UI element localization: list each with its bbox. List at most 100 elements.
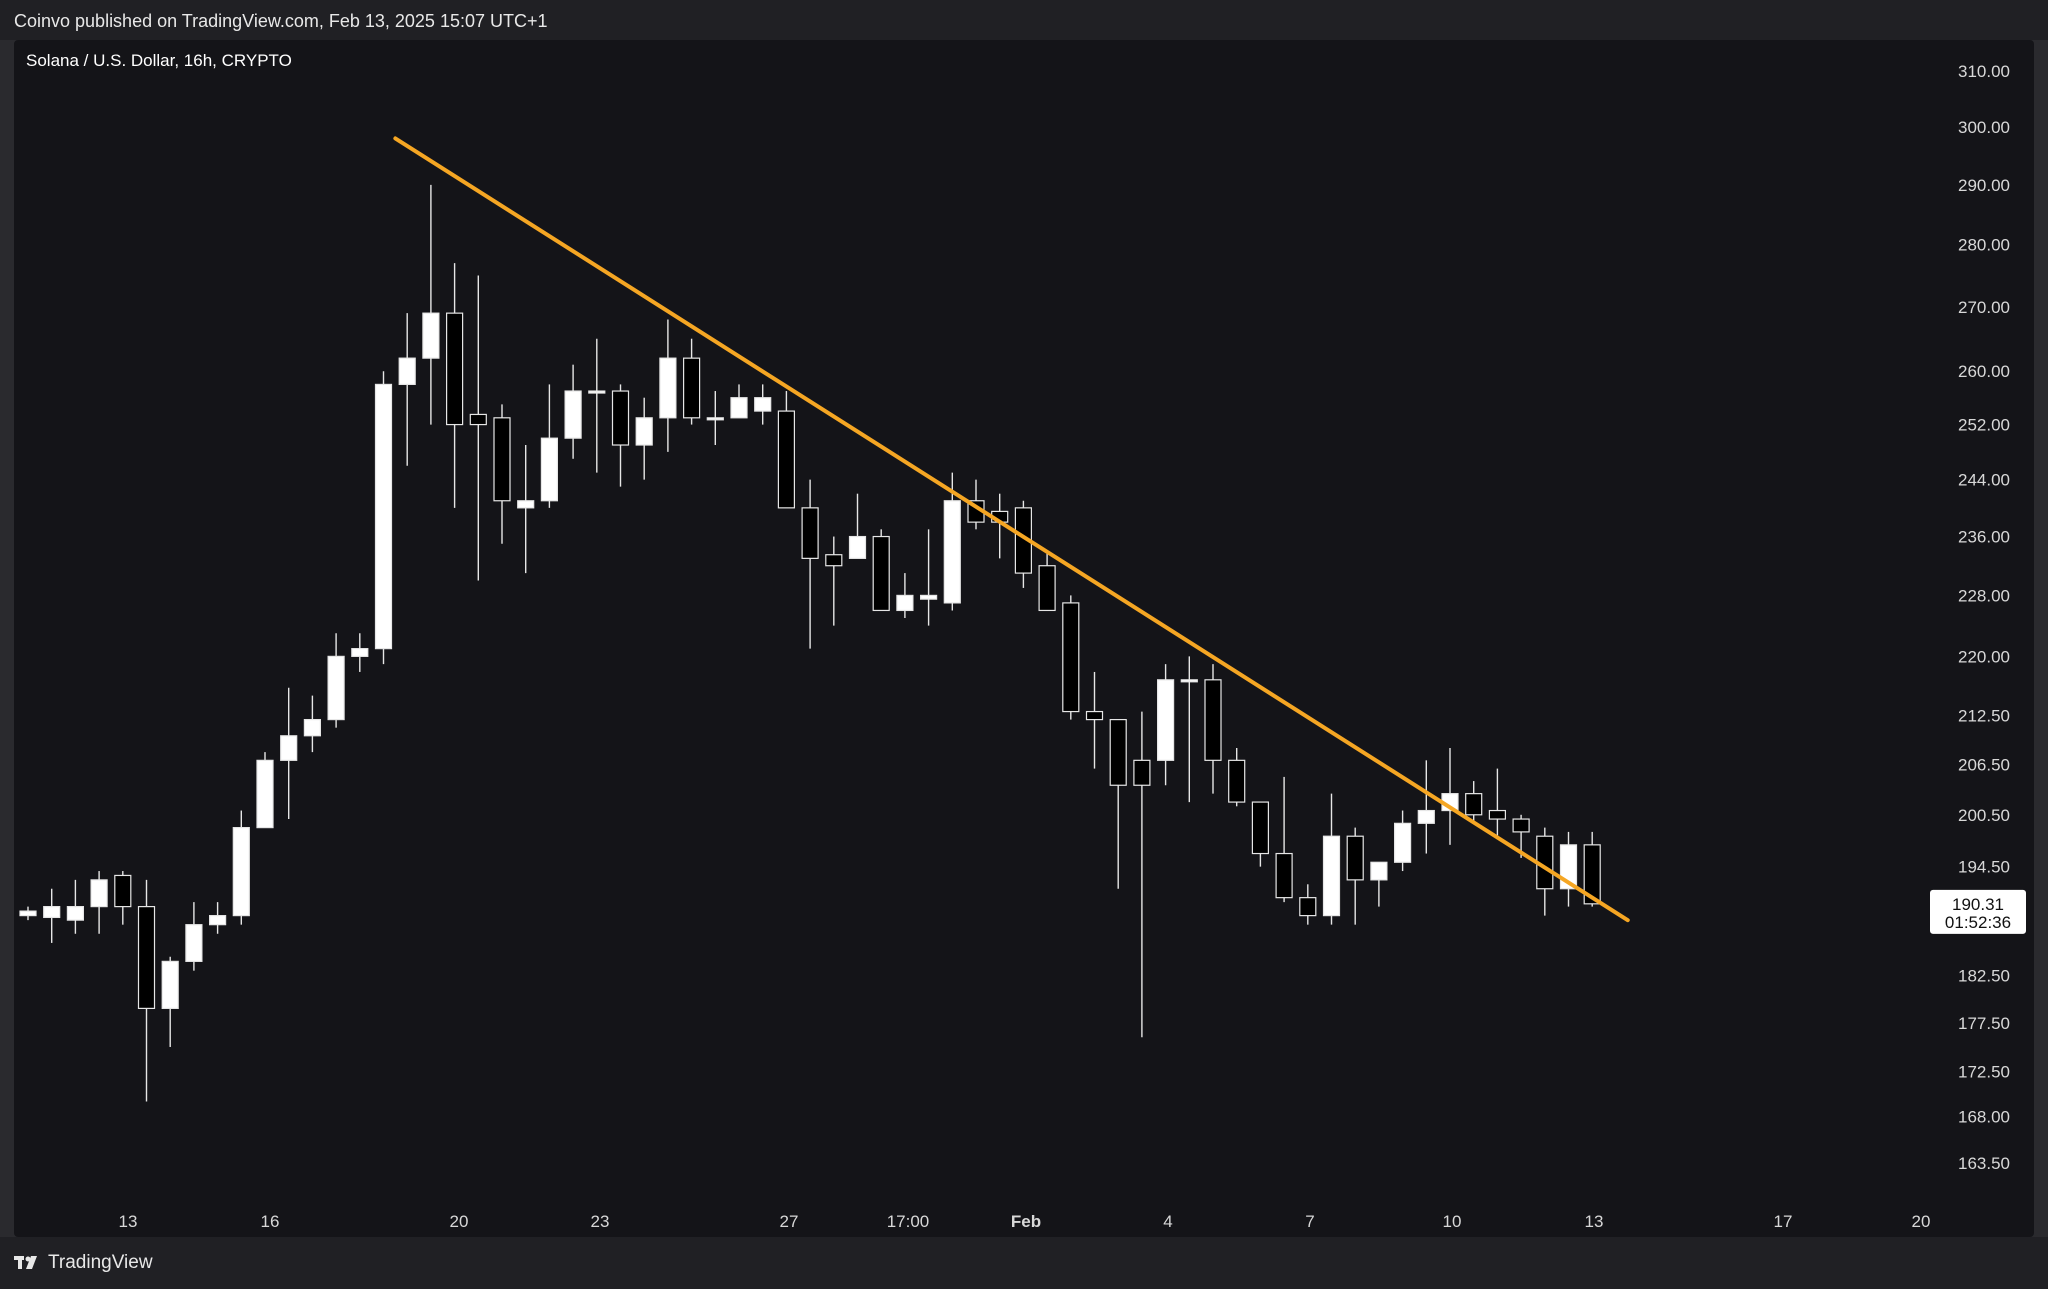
candle [90,871,108,934]
candle-body-up [43,906,61,919]
y-tick-label: 163.50 [1958,1154,2010,1173]
candle [1251,801,1270,867]
candle [374,371,393,665]
candle [114,871,132,925]
y-tick-label: 310.00 [1958,62,2010,81]
candle [1062,595,1080,720]
candle [943,472,961,611]
y-tick-label: 168.00 [1958,1108,2010,1127]
candle-body-up [848,535,867,559]
candle-body-up [280,735,298,761]
last-price-value: 190.31 [1952,895,2004,914]
candle-body-up [517,500,535,509]
candle [1441,748,1459,845]
publish-info: Coinvo published on TradingView.com, Feb… [14,11,548,31]
y-tick-label: 236.00 [1958,528,2010,547]
candle-body-up [90,879,108,908]
candle-body-up [896,594,914,612]
candle [185,902,203,971]
candle [1038,551,1056,612]
candle [588,338,606,473]
chart-area[interactable] [14,40,2034,1237]
candle-body-up [659,357,677,419]
candle [825,536,843,626]
candle [446,263,464,508]
candle-body-up [1180,679,1198,683]
x-tick-label: 20 [450,1212,469,1231]
candle-body-up [351,648,369,657]
candle-body-down [446,312,464,426]
candle-body-up [185,924,203,962]
candle-body-up [730,397,748,419]
candle-body-down [1346,835,1364,881]
y-tick-label: 212.50 [1958,707,2010,726]
y-tick-label: 200.50 [1958,806,2010,825]
price-countdown: 01:52:36 [1945,913,2011,932]
x-tick-label: 17 [1774,1212,1793,1231]
candle-body-down [825,554,843,567]
candle-body-down [1275,852,1293,899]
candle-body-up [422,312,440,359]
candle-body-up [303,718,321,737]
y-tick-label: 260.00 [1958,362,2010,381]
candle-body-down [1038,565,1056,612]
candle-body-down [1488,809,1507,820]
x-tick-label: 10 [1443,1212,1462,1231]
candle-body-up [1370,861,1388,881]
y-tick-label: 252.00 [1958,416,2010,435]
candle [19,906,37,921]
candle-body-down [1109,718,1127,786]
publish-header: Coinvo published on TradingView.com, Feb… [0,0,2048,40]
x-tick-label: 20 [1912,1212,1931,1231]
candle-body-down [801,507,819,559]
candle [611,384,630,487]
candle-body-down [1512,818,1530,833]
candle-body-up [327,655,345,721]
candle [303,695,321,753]
candle [540,384,559,508]
candle [517,445,535,574]
candle [919,529,938,626]
last-price-box [1930,889,2026,934]
candle-body-up [232,827,250,917]
candle-body-down [611,390,630,446]
x-tick-label: 23 [591,1212,610,1231]
y-tick-label: 228.00 [1958,586,2010,605]
candle-body-up [398,357,416,386]
candle-body-down [1299,897,1317,917]
candle [1346,827,1364,925]
tradingview-logo[interactable]: TradingView [14,1252,153,1274]
candle-body-up [706,417,724,421]
x-tick-label: 7 [1305,1212,1314,1231]
tradingview-brand: TradingView [48,1252,153,1273]
candle [777,391,796,509]
candle-body-down [872,535,890,612]
y-tick-label: 172.50 [1958,1063,2010,1082]
candles-group [19,184,1601,1102]
candle [161,956,179,1047]
candle [280,687,298,820]
candle-body-up [1417,809,1435,824]
x-tick-label: Feb [1011,1212,1041,1231]
candle [232,810,250,925]
candle-body-down [114,874,132,908]
candle [1370,861,1388,907]
y-tick-label: 280.00 [1958,236,2010,255]
symbol-title: Solana / U.S. Dollar, 16h, CRYPTO [26,51,292,70]
candle-body-up [564,390,582,439]
candle [1156,664,1175,786]
candle [659,319,677,452]
candle [1417,760,1435,854]
candle [1204,664,1222,794]
y-axis: 310.00 300.00 290.00 280.00 270.00 260.00 252.… [1958,62,2010,1173]
candle [43,888,61,943]
candle-body-down [1583,844,1601,905]
candle-body-down [1465,793,1483,816]
candle [351,633,369,672]
x-tick-label: 16 [261,1212,280,1231]
x-tick-label: 13 [119,1212,138,1231]
footer [0,1237,2048,1289]
x-tick-label: 13 [1585,1212,1604,1231]
